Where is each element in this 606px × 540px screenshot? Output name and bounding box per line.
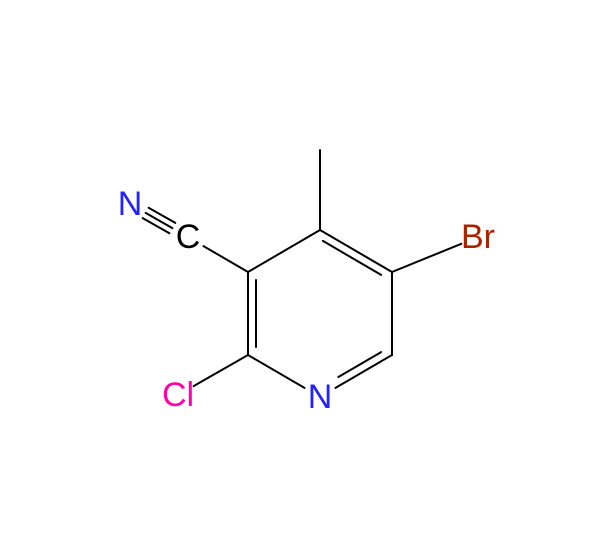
- atom-label-c_cn: C: [176, 220, 201, 254]
- atom-label-cl: Cl: [162, 378, 194, 412]
- atom-label-br: Br: [461, 220, 495, 254]
- atom-label-n_bot: N: [308, 380, 333, 414]
- molecule-svg: [0, 0, 606, 540]
- atom-label-n_cn: N: [118, 187, 143, 221]
- molecule-canvas: NBrClCN: [0, 0, 606, 540]
